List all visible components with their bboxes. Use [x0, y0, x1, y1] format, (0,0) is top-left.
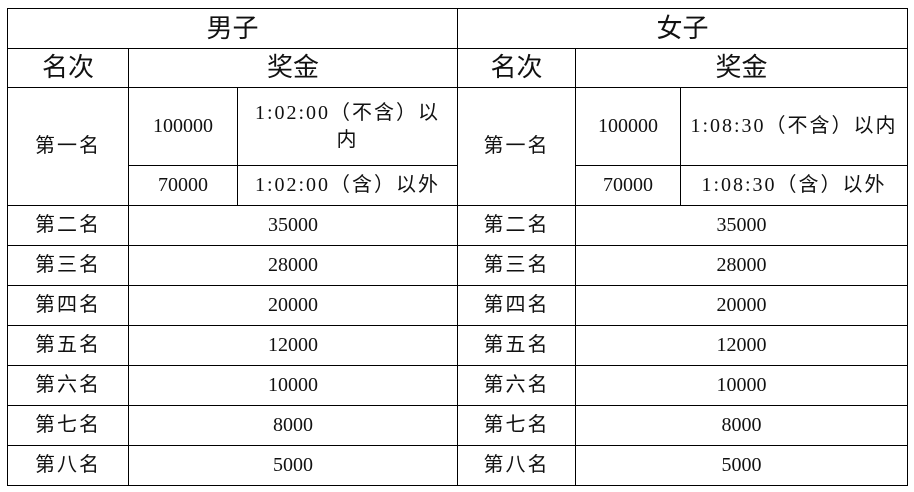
men-first-cond-b: 1:02:00（含）以外 — [237, 165, 458, 206]
prize-table: 男子 女子 名次 奖金 名次 奖金 第一名 100000 1:02:00（不含）… — [7, 8, 908, 486]
women-rank-cell: 第八名 — [457, 445, 576, 486]
men-rank-cell: 第五名 — [7, 325, 129, 366]
women-rank-cell: 第三名 — [457, 245, 576, 286]
table-row: 第五名 12000 第五名 12000 — [7, 325, 908, 366]
women-first-prize-a: 100000 — [575, 87, 681, 166]
women-rank-header: 名次 — [457, 48, 576, 88]
women-prize-cell: 5000 — [575, 445, 908, 486]
table-row: 第七名 8000 第七名 8000 — [7, 405, 908, 446]
women-prize-cell: 8000 — [575, 405, 908, 446]
women-rank-cell: 第四名 — [457, 285, 576, 326]
men-prize-cell: 28000 — [128, 245, 458, 286]
women-prize-cell: 35000 — [575, 205, 908, 246]
women-first-cond-a: 1:08:30（不含）以内 — [680, 87, 908, 166]
women-prize-cell: 28000 — [575, 245, 908, 286]
men-prize-cell: 5000 — [128, 445, 458, 486]
men-prize-cell: 12000 — [128, 325, 458, 366]
men-first-cond-a: 1:02:00（不含）以内 — [237, 87, 458, 166]
men-first-rank: 第一名 — [7, 87, 129, 206]
women-rank-cell: 第二名 — [457, 205, 576, 246]
men-rank-cell: 第四名 — [7, 285, 129, 326]
men-rank-cell: 第六名 — [7, 365, 129, 406]
men-prize-cell: 20000 — [128, 285, 458, 326]
table-row: 第四名 20000 第四名 20000 — [7, 285, 908, 326]
men-rank-cell: 第二名 — [7, 205, 129, 246]
women-prize-cell: 20000 — [575, 285, 908, 326]
men-rank-cell: 第三名 — [7, 245, 129, 286]
women-rank-cell: 第五名 — [457, 325, 576, 366]
men-first-prize-b: 70000 — [128, 165, 238, 206]
men-rank-header: 名次 — [7, 48, 129, 88]
men-rank-cell: 第七名 — [7, 405, 129, 446]
table-row: 第二名 35000 第二名 35000 — [7, 205, 908, 246]
women-prize-header: 奖金 — [575, 48, 908, 88]
women-prize-cell: 12000 — [575, 325, 908, 366]
women-title: 女子 — [457, 8, 908, 49]
women-rank-cell: 第六名 — [457, 365, 576, 406]
men-prize-cell: 10000 — [128, 365, 458, 406]
men-prize-cell: 8000 — [128, 405, 458, 446]
women-prize-cell: 10000 — [575, 365, 908, 406]
men-prize-cell: 35000 — [128, 205, 458, 246]
men-prize-header: 奖金 — [128, 48, 458, 88]
women-first-cond-b: 1:08:30（含）以外 — [680, 165, 908, 206]
men-rank-cell: 第八名 — [7, 445, 129, 486]
men-first-prize-a: 100000 — [128, 87, 238, 166]
table-row: 第六名 10000 第六名 10000 — [7, 365, 908, 406]
women-first-rank: 第一名 — [457, 87, 576, 206]
women-rank-cell: 第七名 — [457, 405, 576, 446]
men-title: 男子 — [7, 8, 458, 49]
women-first-prize-b: 70000 — [575, 165, 681, 206]
table-row: 第八名 5000 第八名 5000 — [7, 445, 908, 486]
table-row: 第三名 28000 第三名 28000 — [7, 245, 908, 286]
